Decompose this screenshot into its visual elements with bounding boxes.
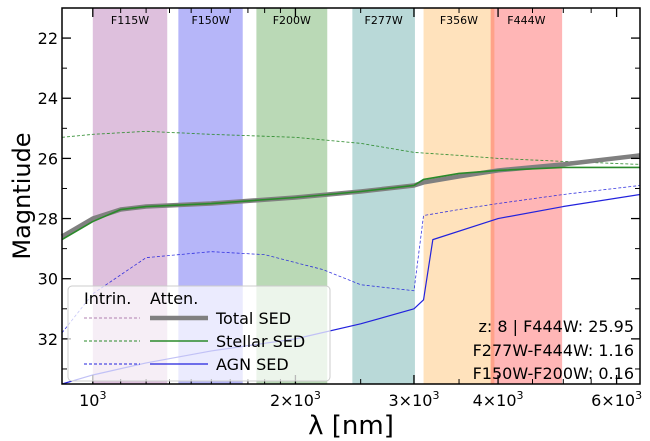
annotation-color-f277w-f444w: F277W-F444W: 1.16 — [473, 341, 634, 360]
legend-header-attenuated: Atten. — [150, 289, 198, 308]
legend-entry-agn-sed: AGN SED — [216, 355, 289, 374]
x-axis-label: λ [nm] — [308, 411, 394, 441]
series-stellar-sed — [61, 166, 640, 241]
y-tick-label: 32 — [38, 330, 58, 349]
band-label-f150w: F150W — [191, 14, 229, 27]
band-f356w — [423, 8, 495, 384]
band-label-f356w: F356W — [440, 14, 478, 27]
legend-entry-stellar-sed: Stellar SED — [216, 332, 305, 351]
legend-entry-total-sed: Total SED — [215, 309, 291, 328]
y-tick-label: 22 — [38, 29, 58, 48]
x-tick-label: 4×103 — [473, 389, 524, 410]
band-f277w — [352, 8, 415, 384]
x-tick-label: 2×103 — [270, 389, 321, 410]
x-tick-label: 103 — [79, 389, 106, 410]
band-label-f277w: F277W — [365, 14, 403, 27]
y-tick-label: 28 — [38, 210, 58, 229]
y-axis-label: Magntiude — [8, 132, 36, 259]
series-stellar-sed-intrinsic — [61, 130, 641, 165]
annotation-redshift-magnitude: z: 8 | F444W: 25.95 — [478, 317, 634, 336]
x-tick-label: 6×103 — [591, 389, 642, 410]
y-tick-label: 30 — [38, 270, 58, 289]
band-label-f200w: F200W — [273, 14, 311, 27]
annotation-color-f150w-f200w: F150W-F200W: 0.16 — [473, 364, 634, 383]
y-tick-label: 26 — [38, 149, 58, 168]
x-tick-label: 3×103 — [388, 389, 439, 410]
axis-tick-labels: 22 24 26 28 30 32 103 2×103 3×103 4×103 6×103 — [38, 29, 642, 410]
plot-frame — [61, 7, 641, 385]
y-tick-label: 24 — [38, 89, 58, 108]
legend: Intrin. Atten. Total SED Stellar SED AGN… — [67, 285, 331, 382]
legend-box — [67, 285, 331, 382]
axis-ticks — [61, 7, 641, 384]
band-label-f444w: F444W — [507, 14, 545, 27]
legend-header-intrinsic: Intrin. — [84, 289, 131, 308]
band-label-f115w: F115W — [111, 14, 149, 27]
